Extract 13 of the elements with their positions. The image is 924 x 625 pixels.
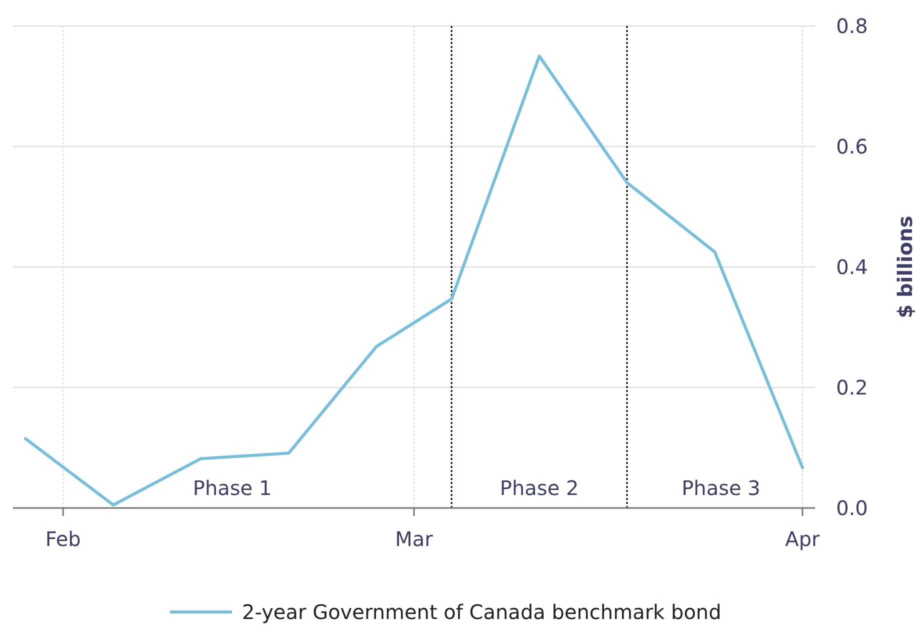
legend-label: 2-year Government of Canada benchmark bond	[242, 600, 722, 624]
y-tick-label: 0.6	[836, 134, 868, 158]
y-tick-label: 0.0	[836, 496, 868, 520]
x-tick-label: Mar	[395, 527, 434, 551]
annotation: Phase 1	[192, 476, 272, 500]
annotation: Phase 3	[682, 476, 760, 500]
x-tick-label: Apr	[785, 527, 821, 551]
y-tick-label: 0.2	[836, 376, 868, 400]
y-axis-title: $ billions	[893, 216, 917, 318]
annotation: Phase 2	[500, 476, 579, 500]
y-tick-label: 0.4	[836, 255, 868, 279]
y-tick-label: 0.8	[836, 14, 868, 38]
x-tick-label: Feb	[45, 527, 81, 551]
